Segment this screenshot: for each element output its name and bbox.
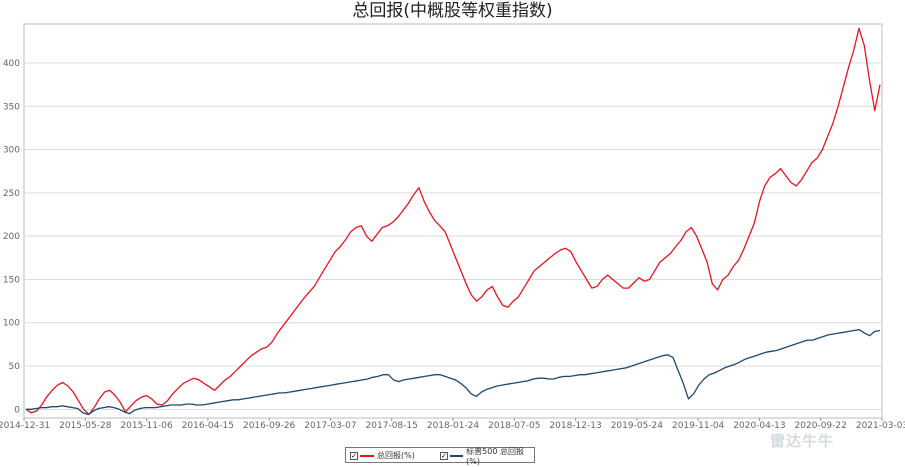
legend-item-total-return[interactable]: ✓ 总回报(%) xyxy=(350,450,415,461)
x-tick-label: 2017-03-07 xyxy=(304,421,356,431)
x-tick-label: 2019-11-04 xyxy=(672,421,725,431)
legend-label: 总回报(%) xyxy=(377,451,415,460)
y-tick-label: 200 xyxy=(3,232,20,242)
legend-item-sp500[interactable]: ✓ 标普500 总回报(%) xyxy=(440,447,534,466)
x-tick-label: 2018-12-13 xyxy=(549,421,601,431)
y-tick-label: 0 xyxy=(14,405,20,415)
plot-frame xyxy=(23,23,883,419)
x-tick-label: 2018-07-05 xyxy=(488,421,540,431)
legend-swatch-red xyxy=(360,454,374,457)
x-tick-label: 2016-09-26 xyxy=(243,421,296,431)
legend-checkbox[interactable]: ✓ xyxy=(440,451,448,460)
x-tick-label: 2020-04-13 xyxy=(733,421,785,431)
y-tick-label: 350 xyxy=(3,102,20,112)
watermark-logo: 雷达牛牛 xyxy=(770,432,835,450)
legend-swatch-blue xyxy=(449,454,464,457)
y-tick-label: 300 xyxy=(3,146,20,156)
x-tick-label: 2015-11-06 xyxy=(120,421,173,431)
legend: ✓ 总回报(%) ✓ 标普500 总回报(%) xyxy=(345,447,535,466)
series-line-sp500 xyxy=(26,329,881,416)
y-tick-label: 100 xyxy=(3,319,20,329)
x-tick-label: 2020-09-22 xyxy=(795,421,847,431)
y-tick-label: 150 xyxy=(3,275,20,285)
x-tick-label: 2015-05-28 xyxy=(59,421,112,431)
series-line-total-return xyxy=(25,27,881,416)
legend-checkbox[interactable]: ✓ xyxy=(350,451,358,460)
y-tick-label: 400 xyxy=(3,59,20,69)
x-tick-label: 2017-08-15 xyxy=(366,421,418,431)
x-tick-label: 2014-12-31 xyxy=(0,421,50,431)
legend-label: 标普500 总回报(%) xyxy=(466,446,524,466)
x-tick-label: 2016-04-15 xyxy=(182,421,234,431)
y-tick-label: 250 xyxy=(3,189,20,199)
x-tick-label: 2021-03-03 xyxy=(856,421,905,431)
x-tick-label: 2018-01-24 xyxy=(427,421,480,431)
chart-title: 总回报(中概股等权重指数) xyxy=(352,1,553,21)
y-tick-label: 50 xyxy=(9,362,21,372)
x-tick-label: 2019-05-24 xyxy=(611,421,664,431)
